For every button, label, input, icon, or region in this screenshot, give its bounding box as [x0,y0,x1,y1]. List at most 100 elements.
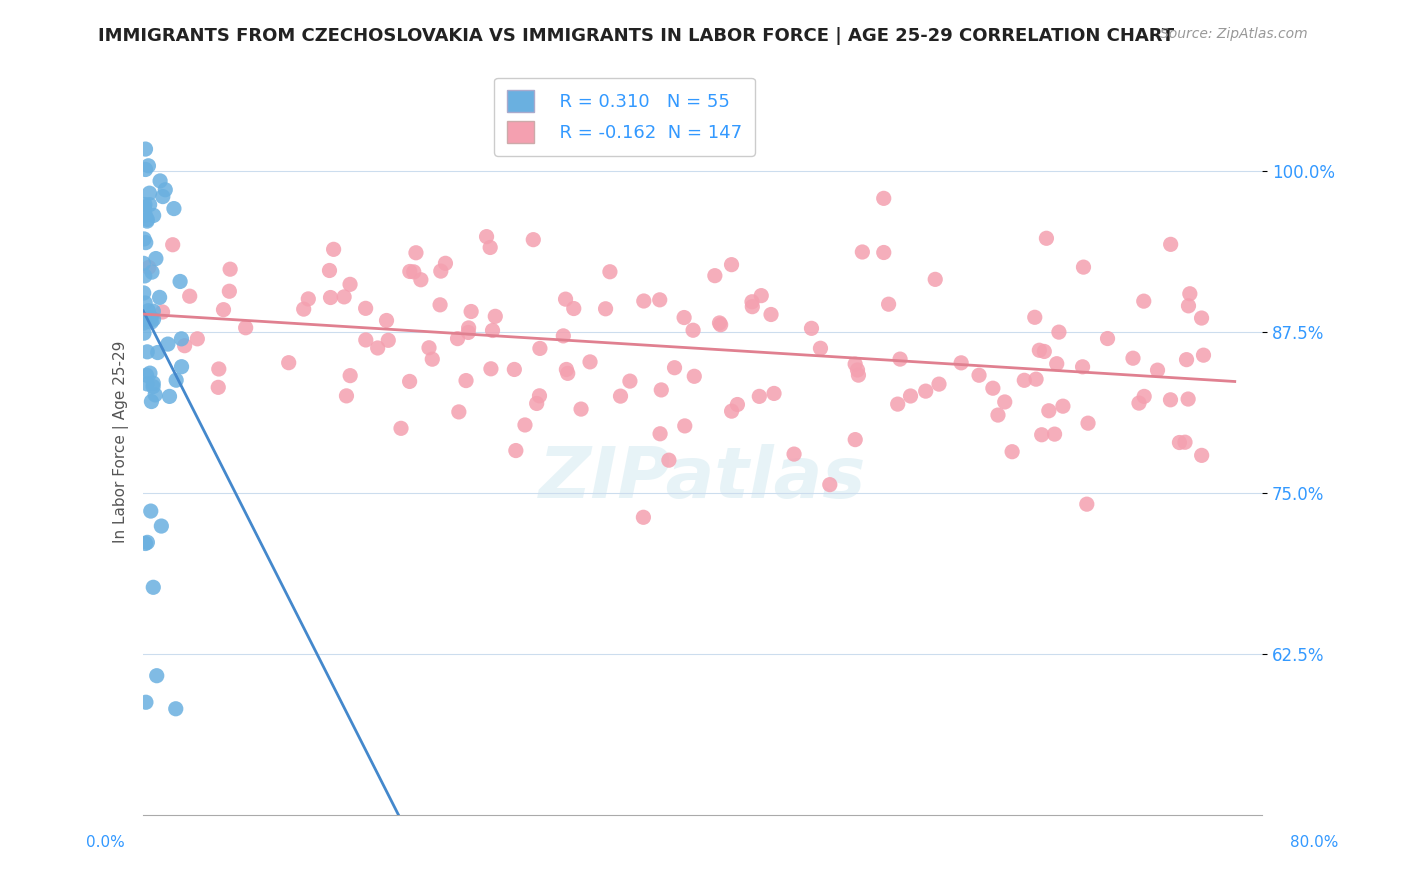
Point [1192,348,1215,362]
Point [132,285,155,300]
Point [1031,427,1053,442]
Point [149,290,172,304]
Point [186,332,208,346]
Point [619,374,641,388]
Point [848,368,870,383]
Point [873,245,896,260]
Point [553,329,575,343]
Point [429,298,451,312]
Point [557,367,579,381]
Point [136,535,159,549]
Point [138,260,160,275]
Point [162,237,184,252]
Point [1052,399,1074,413]
Point [219,262,242,277]
Point [142,379,165,393]
Point [207,380,229,394]
Point [1128,396,1150,410]
Point [1122,351,1144,366]
Point [877,297,900,311]
Point [389,421,412,435]
Point [457,326,479,340]
Point [454,374,477,388]
Point [1028,343,1050,358]
Point [179,289,201,303]
Point [987,408,1010,422]
Point [146,345,169,359]
Text: Source: ZipAtlas.com: Source: ZipAtlas.com [1160,27,1308,41]
Point [398,264,420,278]
Point [1132,294,1154,309]
Point [569,402,592,417]
Point [141,265,163,279]
Point [650,383,672,397]
Point [1177,392,1199,406]
Point [1191,311,1213,326]
Point [136,212,159,227]
Point [142,304,165,318]
Point [134,536,156,550]
Point [648,426,671,441]
Point [1025,372,1047,386]
Point [139,366,162,380]
Point [145,669,167,683]
Text: 80.0%: 80.0% [1291,836,1339,850]
Point [235,320,257,334]
Point [844,433,866,447]
Point [1159,392,1181,407]
Point [132,326,155,340]
Point [142,312,165,326]
Text: 0.0%: 0.0% [86,836,125,850]
Point [1168,435,1191,450]
Point [142,580,165,594]
Point [648,293,671,307]
Point [169,275,191,289]
Point [595,301,617,316]
Point [141,394,163,409]
Point [339,368,361,383]
Point [1160,237,1182,252]
Point [1024,310,1046,325]
Point [335,389,357,403]
Point [475,229,498,244]
Point [763,386,786,401]
Point [297,292,319,306]
Point [1047,325,1070,339]
Point [430,264,453,278]
Point [720,258,742,272]
Point [333,290,356,304]
Point [741,300,763,314]
Point [562,301,585,316]
Point [1175,352,1198,367]
Point [783,447,806,461]
Point [136,344,159,359]
Point [292,302,315,317]
Point [633,293,655,308]
Point [928,377,950,392]
Point [141,310,163,325]
Point [139,504,162,518]
Point [319,291,342,305]
Point [1033,344,1056,359]
Point [165,702,187,716]
Point [479,361,502,376]
Point [664,360,686,375]
Point [150,519,173,533]
Point [1133,389,1156,403]
Point [134,142,156,156]
Point [208,362,231,376]
Point [145,252,167,266]
Point [579,355,602,369]
Point [149,174,172,188]
Point [599,265,621,279]
Point [138,186,160,201]
Point [503,362,526,376]
Point [658,453,681,467]
Point [318,263,340,277]
Point [1076,497,1098,511]
Point [720,404,742,418]
Point [1146,363,1168,377]
Point [1035,231,1057,245]
Point [633,510,655,524]
Point [134,197,156,211]
